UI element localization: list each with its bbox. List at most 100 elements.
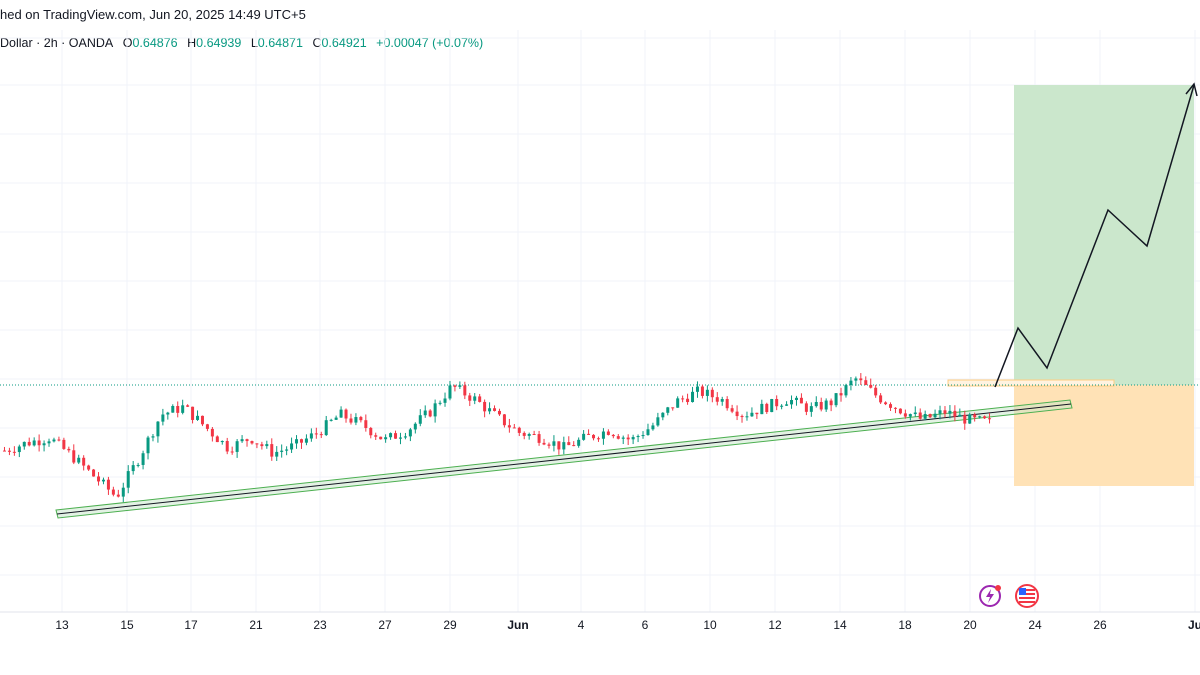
candle-body <box>735 411 739 417</box>
candle-body <box>601 431 605 439</box>
candle-body <box>493 408 497 411</box>
x-tick-label: 24 <box>1028 618 1042 632</box>
open-label: O <box>122 36 133 50</box>
candle-body <box>567 442 571 446</box>
candle-body <box>97 476 101 482</box>
candle-body <box>275 451 279 457</box>
candle-body <box>57 439 61 441</box>
symbol-legend: Dollar · 2h · OANDA O0.64876 H0.64939 L0… <box>0 36 483 50</box>
candle-body <box>270 444 274 457</box>
candle-body <box>502 414 506 426</box>
candle-body <box>705 389 709 396</box>
candle-body <box>676 398 680 408</box>
candle-body <box>577 439 581 446</box>
x-tick-label: 20 <box>963 618 977 632</box>
candle-body <box>488 408 492 412</box>
candle-body <box>101 479 105 482</box>
candle-body <box>755 412 759 415</box>
candle-body <box>507 425 511 428</box>
candle-body <box>790 400 794 405</box>
candle-body <box>443 398 447 403</box>
candle-body <box>839 393 843 396</box>
x-tick-label: 18 <box>898 618 912 632</box>
candle-body <box>740 416 744 418</box>
candle-body <box>186 405 190 407</box>
candle-body <box>804 403 808 412</box>
candle-body <box>62 439 66 449</box>
chart-grid <box>0 30 1200 612</box>
candle-body <box>82 457 86 466</box>
candle-body <box>824 400 828 410</box>
candle-body <box>151 436 155 438</box>
candle-body <box>626 437 630 440</box>
x-tick-label: 29 <box>443 618 457 632</box>
candle-body <box>200 415 204 425</box>
candle-body <box>943 410 947 414</box>
lightning-event-icon[interactable] <box>979 585 1001 607</box>
candle-body <box>339 409 343 418</box>
candle-body <box>394 433 398 439</box>
x-axis-ticks: 13 15 17 21 23 27 29 Jun 4 6 10 12 14 18 20 24 26 Ju <box>55 618 1200 632</box>
candle-body <box>27 441 31 446</box>
candle-body <box>695 386 699 392</box>
x-tick-label: 15 <box>120 618 134 632</box>
candle-body <box>42 443 46 446</box>
candle-body <box>47 441 51 444</box>
candle-body <box>522 432 526 436</box>
candle-body <box>819 401 823 410</box>
candle-body <box>423 410 427 416</box>
candle-body <box>408 429 412 437</box>
candle-body <box>295 439 299 444</box>
candle-body <box>280 450 284 452</box>
candle-body <box>225 440 229 452</box>
candle-body <box>978 416 982 418</box>
candle-body <box>349 418 353 423</box>
candle-body <box>844 385 848 396</box>
candle-body <box>903 413 907 417</box>
candle-body <box>260 444 264 447</box>
candle-body <box>413 423 417 430</box>
us-flag-event-icon[interactable] <box>1015 584 1039 608</box>
candle-body <box>562 442 566 450</box>
candle-body <box>72 450 76 463</box>
symbol-name[interactable]: Dollar · 2h · OANDA <box>0 36 114 50</box>
candle-body <box>131 465 135 472</box>
candle-body <box>299 439 303 443</box>
candle-body <box>770 398 774 413</box>
candle-body <box>641 435 645 437</box>
candle-body <box>884 402 888 405</box>
candle-body <box>794 397 798 401</box>
x-tick-label: 12 <box>768 618 782 632</box>
candle-body <box>181 405 185 413</box>
candle-body <box>418 415 422 424</box>
candle-body <box>265 444 269 447</box>
candle-body <box>671 407 675 409</box>
candle-body <box>478 396 482 402</box>
candle-body <box>141 453 145 465</box>
candle-body <box>512 427 516 429</box>
candle-body <box>661 412 665 418</box>
candle-body <box>314 433 318 435</box>
candle-body <box>398 437 402 439</box>
x-tick-label: 6 <box>642 618 649 632</box>
candle-body <box>364 420 368 428</box>
candle-body <box>983 416 987 419</box>
candle-body <box>116 494 120 497</box>
candle-body <box>245 439 249 442</box>
candle-body <box>780 405 784 407</box>
candle-body <box>389 433 393 438</box>
candle-body <box>938 410 942 414</box>
candle-body <box>146 437 150 454</box>
candle-body <box>611 434 615 437</box>
candle-body <box>230 451 234 453</box>
candle-body <box>527 434 531 436</box>
x-tick-label: 26 <box>1093 618 1107 632</box>
candle-body <box>7 450 11 452</box>
candle-body <box>651 425 655 430</box>
candle-body <box>814 401 818 407</box>
candle-body <box>106 479 110 490</box>
candle-body <box>686 398 690 403</box>
candle-body <box>403 436 407 438</box>
candle-body <box>235 441 239 452</box>
